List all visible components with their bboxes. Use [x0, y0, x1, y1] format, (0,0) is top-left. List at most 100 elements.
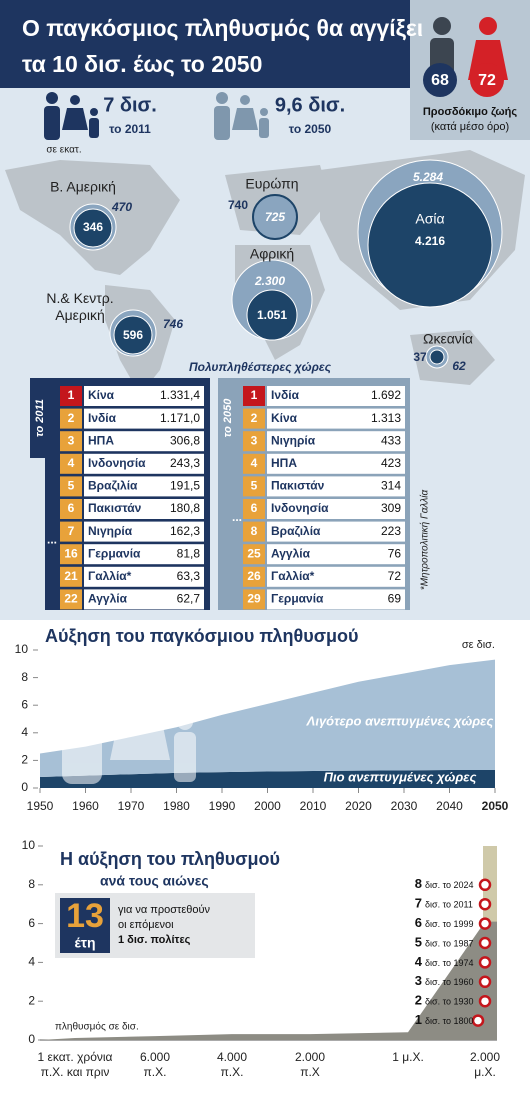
milestone-label: δισ. το 1800 [425, 1016, 474, 1026]
x-tick-label: 2010 [300, 799, 327, 813]
callout-text: για να προστεθούν [118, 904, 211, 916]
milestone-label: δισ. το 2011 [425, 900, 473, 910]
country: Ινδία [271, 388, 300, 402]
row-box [84, 589, 204, 610]
y-tick-label: 4 [21, 725, 28, 739]
row-box [267, 521, 405, 542]
rank: 8 [251, 524, 258, 538]
rank: 22 [64, 592, 78, 606]
series-label: Λιγότερο ανεπτυγμένες χώρες [306, 713, 494, 728]
value-2011: 596 [123, 328, 143, 342]
milestone-label: δισ. το 1999 [425, 919, 474, 929]
x-tick-label: 1 εκατ. χρόνια π.Χ. και πριν [37, 1050, 113, 1079]
y-tick-label: 6 [21, 697, 28, 711]
population: 191,5 [170, 479, 200, 493]
total-value: 9,6 δισ. [275, 94, 345, 116]
milestone-value: 5 [415, 934, 422, 949]
x-tick-label: 2.000 μ.Χ. [469, 1050, 501, 1079]
chart-silhouettes [62, 664, 196, 784]
rank-box [60, 386, 82, 406]
row-box [267, 386, 405, 406]
country: Κίνα [88, 388, 115, 402]
row-box [267, 476, 405, 497]
milestone [478, 975, 492, 989]
population: 243,3 [170, 456, 200, 470]
rank: 5 [251, 479, 258, 493]
title: τα 10 δισ. έως το 2050 [22, 51, 262, 77]
region-name: Αφρική [250, 246, 294, 262]
y-tick-label: 0 [21, 780, 28, 794]
table-tab [30, 378, 50, 458]
population: 72 [388, 569, 402, 583]
bubble-2050 [252, 194, 298, 240]
rankings-title: Πολυπληθέστερες χώρες [189, 360, 332, 374]
milestone-value: 1 [415, 1012, 422, 1027]
rank: 2 [251, 411, 258, 425]
population: 180,8 [170, 501, 200, 515]
callout-number: 13 [66, 897, 104, 935]
callout-block [60, 898, 110, 953]
country: ΗΠΑ [271, 456, 297, 470]
row-box [267, 566, 405, 587]
x-tick-label: 1980 [163, 799, 190, 813]
life-label: Προσδόκιμο ζωής [423, 106, 518, 118]
total-year: το 2011 [109, 122, 151, 136]
milestone [478, 897, 492, 911]
rank-box [60, 499, 82, 519]
rank-box [243, 521, 265, 542]
table-label: το 2050 [222, 398, 234, 438]
y-tick-label: 2 [21, 753, 28, 767]
population: 1.171,0 [160, 411, 200, 425]
y-tick-label: 6 [28, 916, 35, 930]
rank: 25 [247, 546, 261, 560]
value-2050: 62 [452, 359, 466, 373]
population: 162,3 [170, 524, 200, 538]
y-tick-label: 2 [28, 993, 35, 1007]
milestone-label: δισ. το 1930 [425, 997, 474, 1007]
rank: 3 [251, 433, 258, 447]
life-women: 72 [478, 72, 496, 89]
row-box [267, 544, 405, 565]
region-name: Ευρώπη [245, 176, 298, 192]
country: Ινδονησία [271, 501, 329, 515]
chart-title: Η αύξηση του πληθυσμού [60, 849, 280, 870]
row-box [84, 431, 204, 452]
population: 314 [381, 479, 401, 493]
population: 81,8 [177, 546, 201, 560]
life-men: 68 [431, 72, 449, 89]
milestone-label: δισ. το 1960 [425, 977, 474, 987]
country: Γερμανία [271, 592, 324, 606]
region-name: Ωκεανία [423, 331, 473, 347]
rank-box [60, 544, 82, 565]
rank: 4 [251, 456, 258, 470]
country: Πακιστάν [271, 479, 325, 493]
country: Νιγηρία [271, 433, 316, 447]
x-tick-label: 1960 [72, 799, 99, 813]
value-2011: 37 [413, 350, 427, 364]
region-name: Ν.& Κεντρ. Αμερική [46, 290, 114, 323]
milestone-value: 6 [415, 915, 422, 930]
region-name: Β. Αμερική [50, 179, 116, 195]
bubble-2011 [73, 208, 113, 248]
value-2011: 346 [83, 220, 103, 234]
rank: 21 [64, 569, 78, 583]
milestone [478, 917, 492, 930]
y-tick-label: 8 [28, 877, 35, 891]
row-box [84, 521, 204, 542]
country: Ινδονησία [88, 456, 146, 470]
country: Αγγλία [88, 592, 128, 606]
population: 223 [381, 524, 401, 538]
rank: 3 [68, 433, 75, 447]
rank: 1 [68, 388, 75, 402]
country: Πακιστάν [88, 501, 142, 515]
x-tick-label: 2040 [436, 799, 463, 813]
row-box [267, 408, 405, 429]
bubble-2011 [429, 349, 445, 365]
population: 1.313 [371, 411, 401, 425]
milestone-value: 4 [415, 954, 423, 969]
ellipsis: ... [232, 510, 242, 524]
x-tick-label: 2000 [254, 799, 281, 813]
row-box [267, 453, 405, 474]
callout-text: 1 δισ. πολίτες [118, 934, 191, 946]
x-tick-label: 2020 [345, 799, 372, 813]
